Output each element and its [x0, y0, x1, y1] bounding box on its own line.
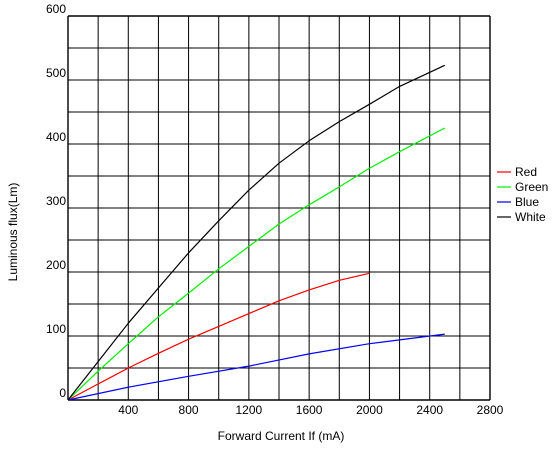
y-tick-label: 100: [46, 322, 66, 336]
x-tick-label: 400: [118, 403, 138, 417]
series-line-green: [67, 127, 446, 401]
y-tick-label: 600: [46, 2, 66, 16]
x-tick-label: 2800: [477, 403, 504, 417]
y-axis-title: Luminous flux(Lm): [6, 183, 20, 282]
y-tick-label: 500: [46, 66, 66, 80]
series-line-red: [67, 272, 370, 401]
x-tick-label: 800: [179, 403, 199, 417]
series-lines: [67, 64, 446, 401]
x-tick-label: 1600: [296, 403, 323, 417]
y-tick-label: 400: [46, 130, 66, 144]
x-tick-label: 2000: [356, 403, 383, 417]
series-line-white: [67, 64, 446, 401]
legend-label-white: White: [515, 210, 546, 224]
y-tick-label: 0: [59, 386, 66, 400]
x-tick-label: 2400: [416, 403, 443, 417]
y-tick-label: 200: [46, 258, 66, 272]
legend-label-red: Red: [515, 165, 537, 179]
y-tick-label: 300: [46, 194, 66, 208]
series-line-blue: [67, 333, 445, 401]
tick-labels: 400 800 1200 1600 2000 2400 2800 0 100 200 300 400 5…: [46, 2, 504, 417]
grid: [67, 15, 491, 401]
x-axis-title: Forward Current If (mA): [218, 429, 345, 443]
legend-label-blue: Blue: [515, 195, 539, 209]
legend-label-green: Green: [515, 180, 548, 194]
x-tick-label: 1200: [236, 403, 263, 417]
